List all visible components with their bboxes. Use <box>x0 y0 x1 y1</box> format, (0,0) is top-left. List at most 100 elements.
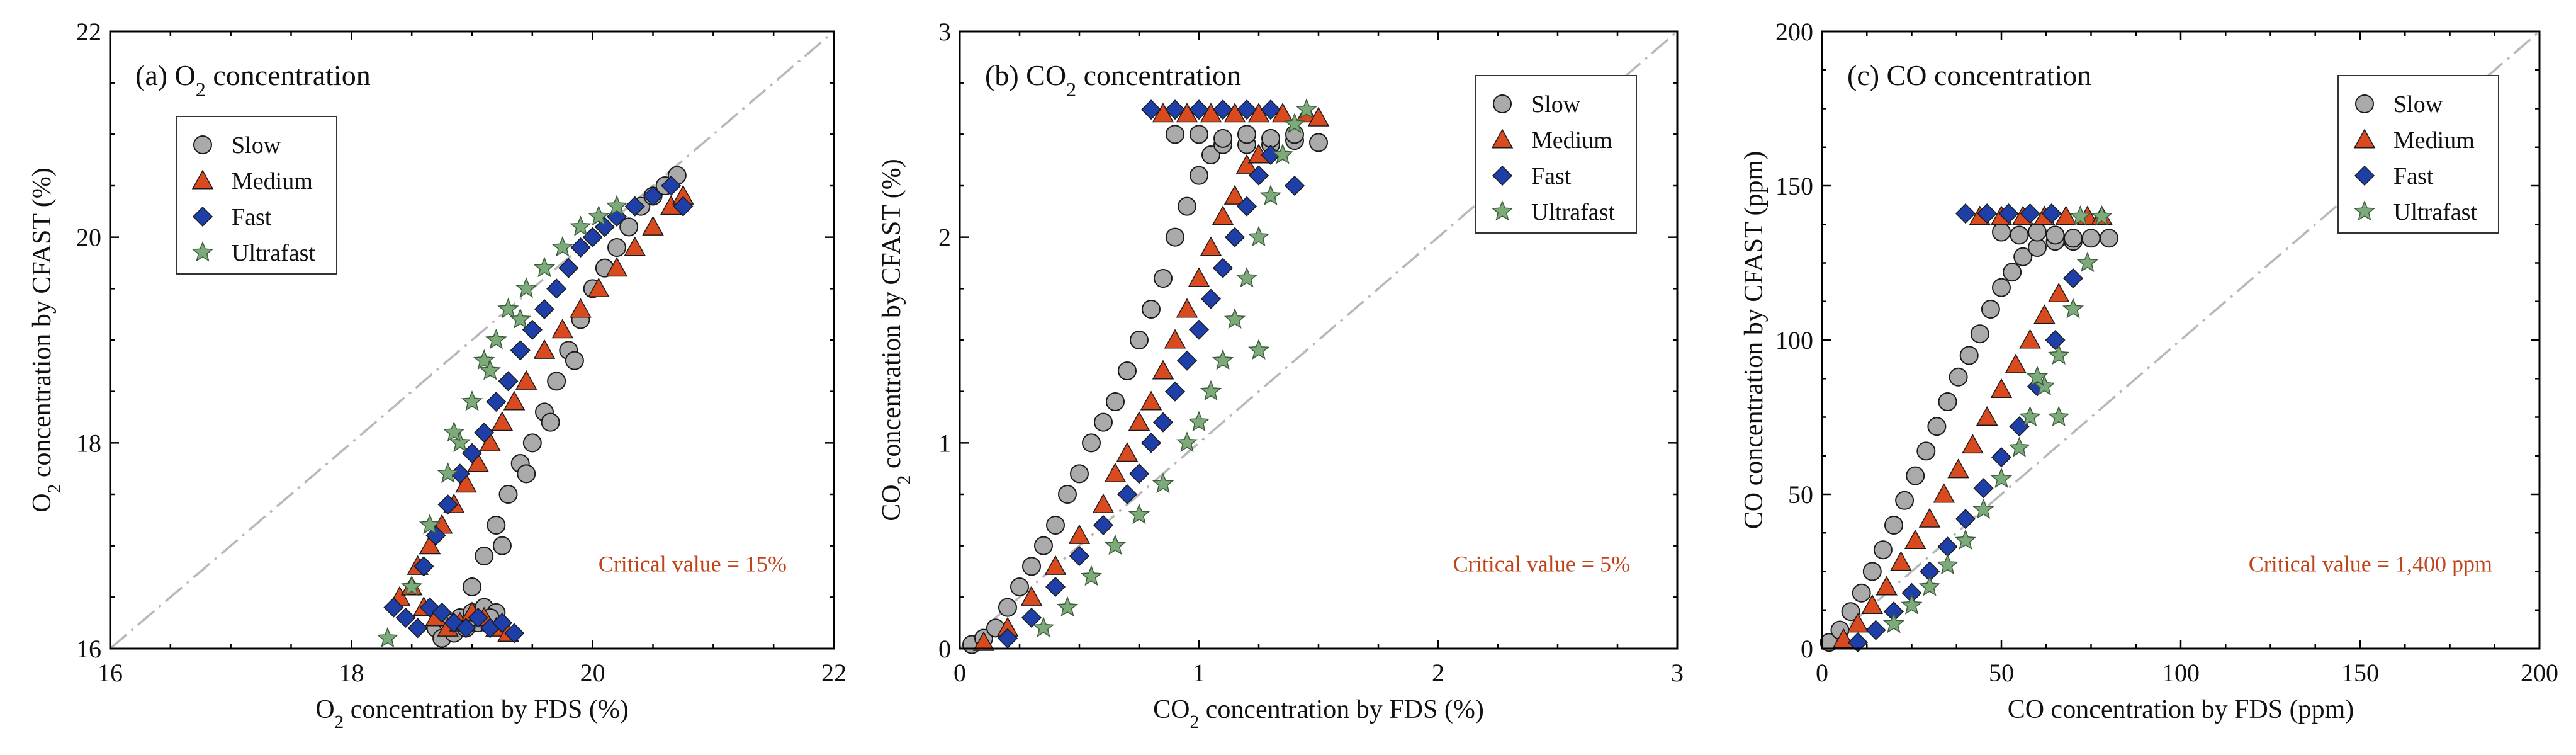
data-point-fast <box>1224 227 1246 247</box>
data-point-medium <box>1176 298 1198 318</box>
data-point-medium <box>1847 613 1869 633</box>
data-point-ultrafast <box>551 236 573 257</box>
panel-title-text-rest: concentration <box>206 59 371 91</box>
data-point-slow <box>463 577 481 596</box>
data-point-fast <box>2020 203 2040 224</box>
data-point-fast <box>1212 99 1234 120</box>
data-point-medium <box>1962 434 1984 454</box>
data-point-fast <box>1977 203 1998 224</box>
data-point-ultrafast <box>1901 594 1923 615</box>
data-point-fast <box>1248 165 1269 186</box>
data-point-ultrafast <box>1247 225 1270 247</box>
data-point-medium <box>1990 378 2013 398</box>
data-point-ultrafast <box>2062 297 2084 319</box>
data-point-slow <box>1906 466 1925 485</box>
data-point-ultrafast <box>1200 380 1222 401</box>
data-point-medium <box>503 390 526 411</box>
data-point-medium <box>1188 267 1210 287</box>
data-point-fast <box>1847 632 1869 653</box>
data-point-slow <box>517 464 536 484</box>
data-point-medium <box>455 473 477 493</box>
x-tick-label: 100 <box>2162 659 2200 687</box>
data-point-ultrafast <box>605 195 628 216</box>
x-axis-title-subscript: 2 <box>1190 712 1200 732</box>
data-point-slow <box>1046 516 1065 535</box>
data-point-fast <box>522 319 543 340</box>
data-point-ultrafast <box>1283 112 1306 133</box>
data-point-fast <box>1200 288 1222 309</box>
data-point-fast <box>1865 620 1886 640</box>
data-point-fast <box>624 196 645 217</box>
data-point-fast <box>1236 196 1257 217</box>
data-point-medium <box>1116 442 1139 462</box>
legend: Slow Medium Fast Ultrafast <box>176 116 337 275</box>
data-point-medium <box>479 431 502 451</box>
critical-value-label: Critical value = 15% <box>599 552 787 577</box>
data-point-ultrafast <box>1937 553 1959 575</box>
data-point-medium <box>2005 353 2027 373</box>
panel-title-subscript: 2 <box>1066 78 1076 101</box>
data-point-medium <box>1933 483 1955 503</box>
x-tick-label: 50 <box>1989 659 2014 687</box>
data-point-ultrafast <box>1918 575 1941 596</box>
data-point-slow <box>1309 133 1328 152</box>
x-tick-label: 1 <box>1193 659 1205 687</box>
data-point-ultrafast <box>1212 349 1234 370</box>
legend-marker-medium <box>1491 128 1514 149</box>
legend-marker-fast <box>1492 165 1513 186</box>
data-point-slow <box>2100 229 2118 248</box>
data-point-slow <box>1992 222 2011 242</box>
y-tick-label: 3 <box>938 18 951 46</box>
data-point-medium <box>1947 458 1969 479</box>
data-point-medium <box>1223 184 1246 205</box>
data-point-ultrafast <box>400 575 423 596</box>
x-tick-label: 150 <box>2341 659 2379 687</box>
data-point-medium <box>642 215 664 236</box>
panel-title-text: (a) O <box>135 59 196 91</box>
x-tick-label: 0 <box>1816 659 1828 687</box>
x-axis-title-text: CO <box>1153 695 1190 724</box>
data-point-fast <box>1236 99 1257 120</box>
data-point-fast <box>1069 545 1090 567</box>
reference-line <box>959 30 1679 650</box>
data-point-ultrafast <box>2048 406 2070 427</box>
y-tick-label: 150 <box>1775 172 1813 200</box>
data-point-medium <box>1861 594 1884 614</box>
data-point-fast <box>407 618 428 639</box>
series-ultrafast <box>1032 98 1318 637</box>
data-point-medium <box>1020 586 1043 606</box>
data-point-slow <box>1959 346 1979 365</box>
data-point-fast <box>1021 607 1042 628</box>
data-point-ultrafast <box>2091 205 2113 226</box>
data-point-medium <box>1140 390 1162 411</box>
data-point-slow <box>2064 229 2083 248</box>
data-point-medium <box>1104 462 1127 482</box>
legend-label-fast: Fast <box>2393 163 2434 190</box>
data-point-medium <box>1976 406 1998 426</box>
data-point-ultrafast <box>461 390 483 411</box>
data-point-medium <box>624 236 646 256</box>
data-point-slow <box>498 485 518 504</box>
y-tick-label: 50 <box>1788 480 1813 509</box>
data-point-medium <box>551 319 574 339</box>
y-tick-label: 200 <box>1775 18 1813 46</box>
data-point-slow <box>565 351 584 370</box>
data-point-slow <box>1166 227 1184 247</box>
y-axis-title: CO2 concentration by CFAST (%) <box>877 159 914 521</box>
x-axis-title-text-rest: concentration by FDS (%) <box>344 695 629 724</box>
data-point-fast <box>395 607 416 628</box>
data-point-medium <box>2055 205 2077 225</box>
data-point-slow <box>1010 577 1029 596</box>
data-point-slow <box>1106 392 1125 411</box>
data-point-ultrafast <box>419 513 441 535</box>
y-axis-title-subscript: 2 <box>45 484 65 494</box>
series-medium <box>388 184 694 642</box>
data-point-slow <box>492 536 512 555</box>
data-point-medium <box>1092 493 1115 513</box>
x-tick-label: 20 <box>580 659 605 687</box>
data-point-medium <box>491 411 514 431</box>
data-point-fast <box>1152 412 1174 433</box>
x-axis-title-text: O <box>315 695 334 724</box>
panel-title: (c) CO concentration <box>1847 59 2091 91</box>
legend-label-slow: Slow <box>2393 91 2443 118</box>
